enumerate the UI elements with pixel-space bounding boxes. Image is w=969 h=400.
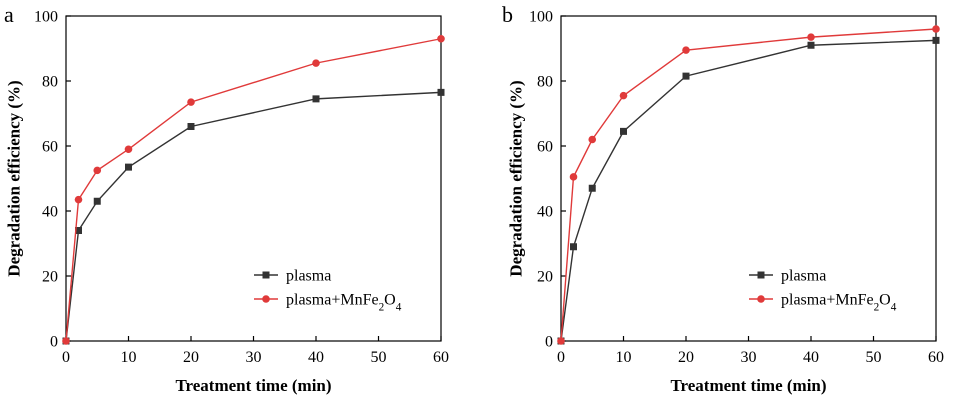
x-tick-label: 40: [803, 349, 819, 366]
y-axis-label: Degradation efficiency (%): [507, 80, 526, 276]
data-point-square: [682, 72, 690, 80]
data-point-circle: [74, 195, 83, 204]
data-point-square: [187, 123, 195, 130]
data-point-circle: [682, 46, 690, 54]
y-tick-label: 40: [42, 204, 58, 221]
y-axis-label: Degradation efficiency (%): [5, 80, 24, 276]
data-point-circle: [619, 91, 628, 100]
panel-label: b: [502, 2, 513, 27]
x-axis-label: Treatment time (min): [175, 376, 331, 395]
data-point-circle: [557, 337, 565, 345]
x-tick-label: 0: [557, 349, 565, 366]
y-tick-label: 80: [42, 74, 58, 91]
x-tick-label: 60: [433, 349, 449, 366]
data-point-circle: [312, 59, 320, 67]
data-point-square: [75, 227, 82, 234]
data-point-circle: [124, 145, 133, 154]
legend-marker-circle: [757, 295, 765, 303]
legend-marker-square: [262, 271, 270, 279]
y-tick-label: 0: [545, 334, 553, 351]
legend-label: plasma+MnFe2O4: [781, 292, 897, 314]
x-tick-label: 20: [678, 349, 694, 366]
x-tick-label: 10: [121, 349, 137, 366]
x-tick-label: 30: [741, 349, 757, 366]
legend-label: plasma: [781, 268, 826, 285]
data-point-square: [620, 127, 627, 135]
y-tick-label: 20: [537, 269, 553, 286]
data-point-square: [588, 184, 596, 192]
x-tick-label: 50: [866, 349, 882, 366]
x-tick-label: 0: [62, 349, 70, 366]
data-point-square: [807, 41, 815, 49]
data-point-circle: [569, 173, 578, 181]
x-axis-label: Treatment time (min): [670, 376, 826, 395]
legend-label: plasma: [286, 268, 331, 285]
panel-b: b 0 10 20 30 40 50 60 0 20 40 60 80 100 Treatment time…: [502, 2, 944, 395]
data-point-square: [312, 95, 320, 103]
data-point-circle: [437, 34, 445, 43]
data-point-circle: [62, 337, 70, 345]
data-point-circle: [807, 33, 815, 41]
y-tick-label: 100: [34, 9, 58, 26]
y-tick-label: 40: [537, 204, 553, 221]
x-tick-label: 30: [246, 349, 262, 366]
data-point-square: [93, 197, 101, 205]
y-tick-label: 100: [529, 9, 553, 26]
data-point-circle: [588, 135, 597, 144]
panel-a: a 0 10 20 30 40 50 60 0 20 40 60 80 100 Treatment time…: [4, 2, 449, 395]
data-point-square: [570, 243, 577, 251]
legend-marker-circle: [262, 295, 270, 303]
y-tick-label: 0: [50, 334, 58, 351]
x-tick-label: 60: [928, 349, 944, 366]
panel-label: a: [4, 2, 14, 27]
data-point-circle: [932, 25, 940, 33]
legend-label: plasma+MnFe2O4: [286, 292, 402, 314]
data-point-square: [125, 163, 132, 171]
x-tick-label: 20: [183, 349, 199, 366]
y-tick-label: 60: [537, 139, 553, 156]
x-tick-label: 50: [371, 349, 387, 366]
legend-marker-square: [757, 271, 765, 279]
data-point-circle: [93, 166, 102, 175]
y-tick-label: 60: [42, 139, 58, 156]
data-point-circle: [187, 98, 195, 106]
data-point-square: [932, 36, 940, 44]
x-tick-label: 40: [308, 349, 324, 366]
y-tick-label: 80: [537, 74, 553, 91]
data-point-square: [437, 88, 445, 96]
y-tick-label: 20: [42, 269, 58, 286]
x-tick-label: 10: [616, 349, 632, 366]
